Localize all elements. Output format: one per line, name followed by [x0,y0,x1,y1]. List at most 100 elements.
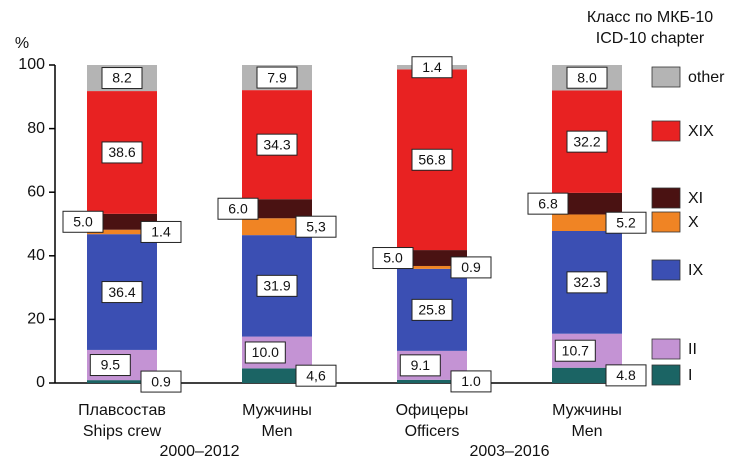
value-label-box [101,67,143,90]
value-label-box [566,130,608,153]
value-label: 6.0 [228,200,248,216]
x-tick-label: Officers [405,423,460,440]
value-label-box [256,66,298,89]
bar-segment [242,199,312,219]
bar-segment [87,380,157,383]
value-label: 32.2 [573,133,600,149]
value-label: 9.5 [101,357,121,373]
x-tick-label: Ships crew [83,423,162,440]
value-label-box [244,341,286,364]
value-label-box [295,215,337,238]
x-group-label: 2003–2016 [469,443,549,460]
y-tick-label: 20 [27,311,45,328]
value-label-box [411,298,453,321]
x-tick-label: Плавсостав [78,402,166,419]
legend-label: X [688,214,699,231]
value-label-box [605,211,647,234]
value-label: 1.0 [461,373,481,389]
y-tick-label: 60 [27,183,45,200]
legend-title: Класс по МКБ-10 [587,9,713,26]
bar-segment [87,229,157,235]
value-label: 38.6 [108,144,135,160]
value-label: 10.0 [252,344,279,360]
value-label: 56.8 [418,151,445,167]
value-label-box [566,66,608,89]
value-label-box [101,281,143,304]
value-label: 5,3 [306,218,326,234]
value-label-box [101,141,143,164]
value-label-box [411,56,453,79]
value-label: 5.0 [73,213,93,229]
bar-segment [242,368,312,383]
value-label: 1.4 [151,224,171,240]
value-label: 31.9 [263,278,290,294]
value-label-box [256,133,298,156]
value-label: 0.9 [461,259,481,275]
legend-swatch [651,338,681,360]
bar-segment [552,192,622,215]
value-label: 1.4 [422,59,442,75]
value-label: 10.7 [562,342,589,358]
bar-segment [397,379,467,383]
value-label-box [527,192,569,215]
legend-label: XI [688,190,703,207]
bar-segment [552,214,622,231]
value-label: 8.2 [112,70,132,86]
legend-label: IX [688,262,703,279]
legend-swatch [651,66,681,88]
value-label-box [256,274,298,297]
value-label: 34.3 [263,136,290,152]
legend-swatch [651,259,681,281]
value-label-box [566,271,608,294]
value-label-box [399,354,441,377]
legend-title: ICD-10 chapter [596,30,705,47]
y-tick-label: 100 [18,56,45,73]
legend-label: II [688,341,697,358]
value-label-box [140,220,182,243]
legend-label: XIX [688,123,714,140]
value-label-box [372,247,414,270]
value-label: 5.0 [383,250,403,266]
value-label-box [140,370,182,393]
y-tick-label: 0 [36,374,45,391]
x-tick-label: Men [571,423,602,440]
x-tick-label: Men [261,423,292,440]
value-label-box [62,210,104,233]
value-label-box [554,339,596,362]
legend-swatch [651,187,681,209]
legend-swatch [651,120,681,142]
value-label: 25.8 [418,302,445,318]
bar-segment [87,213,157,230]
bar-segment [552,367,622,383]
value-label: 32.3 [573,274,600,290]
value-label: 8.0 [577,69,597,85]
legend-label: other [688,69,725,86]
y-axis-label: % [15,35,29,52]
value-label-box [411,148,453,171]
value-label: 36.4 [108,284,135,300]
legend-swatch [651,364,681,386]
bar-segment [397,250,467,266]
value-label: 4.8 [616,367,636,383]
y-tick-label: 80 [27,120,45,137]
y-tick-label: 40 [27,247,45,264]
legend-label: I [688,367,692,384]
value-label-box [295,364,337,387]
value-label: 6.8 [538,195,558,211]
legend-swatch [651,211,681,233]
x-tick-label: Офицеры [396,402,469,419]
value-label: 4,6 [306,367,326,383]
value-label: 9.1 [411,357,431,373]
value-label-box [605,364,647,387]
value-label-box [450,370,492,393]
value-label: 7.9 [267,69,287,85]
x-group-label: 2000–2012 [159,443,239,460]
bar-segment [397,265,467,269]
bar-segment [242,218,312,236]
x-tick-label: Мужчины [242,402,312,419]
x-tick-label: Мужчины [552,402,622,419]
value-label: 0.9 [151,373,171,389]
value-label: 5.2 [616,214,636,230]
value-label-box [450,256,492,279]
